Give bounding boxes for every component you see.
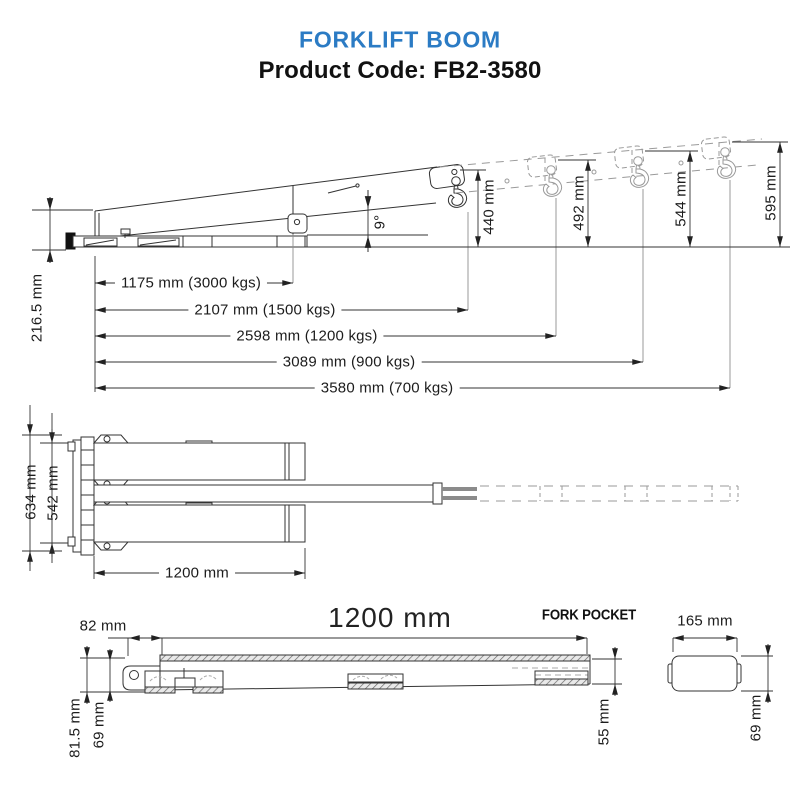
dim-label-boom-angle: 9° xyxy=(371,214,389,230)
side-view xyxy=(32,136,790,392)
hook-ghost-3 xyxy=(716,147,737,179)
dim-label-pocket-length: 1200 mm xyxy=(328,602,452,633)
dim-label-section-height: 69 mm xyxy=(747,694,765,742)
boom-top xyxy=(93,482,739,505)
top-view xyxy=(22,405,739,579)
dim-label-reach-4: 3089 mm (900 kgs) xyxy=(276,353,422,371)
dim-hook-heights xyxy=(460,141,788,247)
dim-label-reach-3: 2598 mm (1200 kgs) xyxy=(230,327,384,345)
dim-label-pocket-inner-height: 69 mm xyxy=(90,701,108,749)
dim-label-heel-offset: 82 mm xyxy=(79,617,127,635)
boom-extensions-ghost xyxy=(439,136,763,197)
dim-label-overall-width: 634 mm xyxy=(22,464,40,520)
dim-label-pocket-rear-height: 81.5 mm xyxy=(66,698,84,758)
dim-cross-section xyxy=(672,635,773,703)
fork-pockets-top xyxy=(92,434,306,551)
page-title: FORKLIFT BOOM xyxy=(298,26,502,53)
side-fork-pocket xyxy=(65,228,308,250)
dim-label-reach-2: 2107 mm (1500 kgs) xyxy=(188,301,342,319)
fork-pocket-title: FORK POCKET xyxy=(541,606,637,624)
hook-ghost-1 xyxy=(542,165,563,197)
pocket-cross-section xyxy=(667,655,742,692)
dim-rear-height xyxy=(32,197,93,263)
carriage xyxy=(67,436,95,556)
boom-head xyxy=(428,164,465,189)
hook-ghost-2 xyxy=(629,156,650,188)
dim-label-pocket-length-top: 1200 mm xyxy=(159,564,235,582)
leader-lines xyxy=(292,180,731,388)
dim-label-hook-height-2: 492 mm xyxy=(570,175,588,231)
dim-label-pocket-tip-height: 55 mm xyxy=(595,698,613,746)
dim-label-reach-1: 1175 mm (3000 kgs) xyxy=(114,274,268,292)
dim-label-inner-width: 542 mm xyxy=(44,465,62,521)
dim-label-rear-height: 216.5 mm xyxy=(28,273,46,343)
dim-label-hook-height-4: 595 mm xyxy=(762,165,780,221)
product-code: Product Code: FB2-3580 xyxy=(258,57,542,84)
dim-widths xyxy=(22,405,72,571)
fork-pocket-view xyxy=(80,635,773,704)
dim-label-hook-height-3: 544 mm xyxy=(672,171,690,227)
dim-label-reach-5: 3580 mm (700 kgs) xyxy=(314,379,460,397)
dim-label-section-width: 165 mm xyxy=(677,612,733,630)
dim-pocket-heights xyxy=(80,646,622,704)
dim-label-hook-height-1: 440 mm xyxy=(480,179,498,235)
boom-body xyxy=(94,164,468,237)
pocket-side-profile xyxy=(122,654,591,694)
